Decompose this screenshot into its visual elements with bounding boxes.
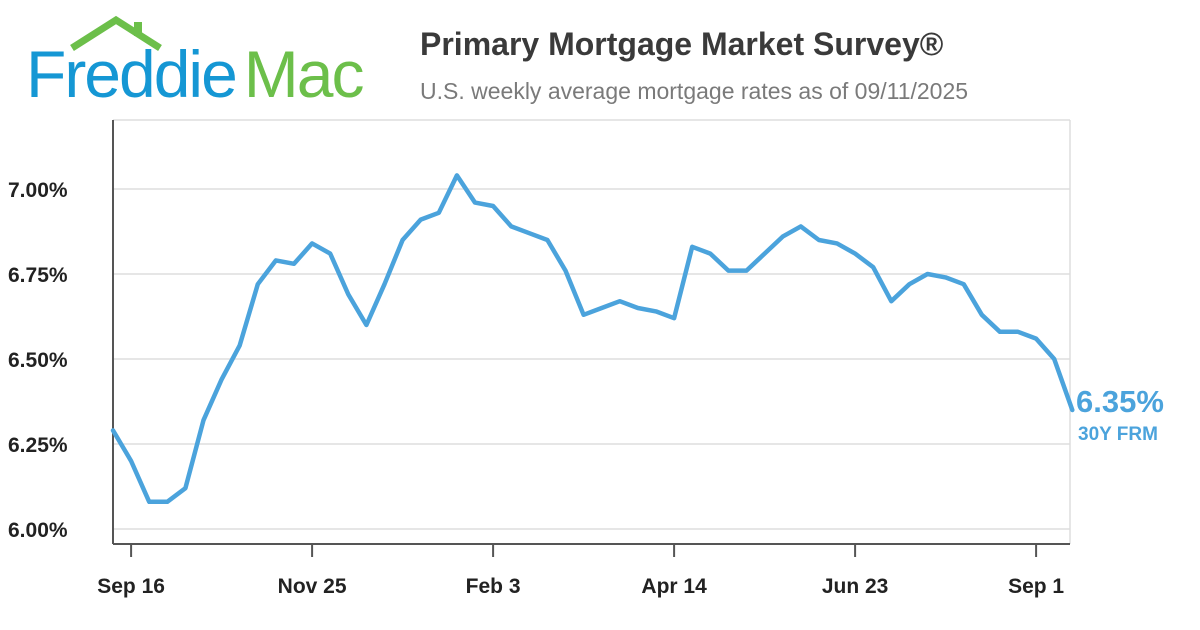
logo-word-freddie: Freddie (26, 37, 238, 111)
series-line-30y-frm (110, 173, 1075, 505)
y-tick-label: 6.50% (8, 349, 68, 372)
y-tick-label: 6.75% (8, 264, 68, 287)
data-point (963, 283, 965, 285)
freddie-mac-logo: Freddie Mac (26, 14, 386, 111)
data-point (492, 205, 494, 207)
gridlines (113, 119, 1071, 544)
x-tick-label: Sep 16 (97, 575, 165, 598)
data-point (402, 239, 404, 241)
logo-wordmark: Freddie Mac (26, 34, 365, 114)
data-point (890, 300, 892, 302)
data-point (836, 242, 838, 244)
data-point (637, 307, 639, 309)
chart-subtitle: U.S. weekly average mortgage rates as of… (420, 78, 969, 104)
data-point (601, 307, 603, 309)
data-point (1053, 358, 1055, 360)
data-point (148, 501, 150, 503)
data-point (583, 314, 585, 316)
logo-word-mac: Mac (243, 37, 365, 111)
data-point (221, 378, 223, 380)
data-point (691, 246, 693, 248)
y-tick-label: 7.00% (8, 179, 68, 202)
data-point (293, 263, 295, 265)
data-point (764, 253, 766, 255)
chart-title: Primary Mortgage Market Survey® (420, 26, 944, 62)
data-point (727, 270, 729, 272)
data-point (1071, 409, 1073, 411)
data-point (528, 232, 530, 234)
house-roof-icon (70, 15, 162, 51)
data-point (999, 331, 1001, 333)
data-point (257, 283, 259, 285)
data-point (981, 314, 983, 316)
x-tick-label: Sep 1 (1008, 575, 1064, 598)
x-tick-label: Jun 23 (822, 575, 889, 598)
x-tick-label: Apr 14 (641, 575, 707, 598)
data-point (456, 174, 458, 176)
series-label-30y-frm: 30Y FRM (1078, 424, 1158, 445)
data-point (673, 317, 675, 319)
y-tick-label: 6.00% (8, 519, 68, 542)
data-point (474, 202, 476, 204)
data-point (945, 276, 947, 278)
data-point (546, 239, 548, 241)
data-point (275, 259, 277, 261)
data-point (166, 501, 168, 503)
data-point (872, 266, 874, 268)
data-point (384, 283, 385, 285)
data-point (239, 344, 241, 346)
data-point (908, 283, 910, 285)
data-point (619, 300, 621, 302)
last-value-label: 6.35% (1076, 384, 1164, 419)
x-tick-label: Feb 3 (466, 575, 521, 598)
data-point (854, 253, 856, 255)
data-point (420, 219, 422, 221)
data-point (203, 419, 204, 421)
data-point (347, 293, 349, 295)
axes: 6.00% 6.25% 6.50% 6.75% 7.00% Sep 16 Nov 25 Feb… (8, 120, 1070, 598)
data-point (655, 310, 657, 312)
data-point (818, 239, 820, 241)
data-point (438, 212, 440, 214)
series-layer (110, 173, 1075, 505)
data-point (782, 236, 784, 238)
data-point (746, 270, 747, 272)
data-point (800, 225, 802, 227)
data-point (1035, 338, 1037, 340)
data-point (1017, 331, 1019, 333)
data-point (927, 273, 928, 275)
data-point (329, 253, 331, 255)
data-point (365, 324, 367, 326)
x-tick-label: Nov 25 (278, 575, 347, 598)
data-point (311, 242, 313, 244)
data-point (510, 225, 512, 227)
y-tick-label: 6.25% (8, 434, 68, 457)
data-point (184, 487, 186, 489)
data-point (709, 253, 711, 255)
data-point (130, 460, 132, 462)
data-point (565, 270, 566, 272)
data-point (112, 429, 114, 431)
